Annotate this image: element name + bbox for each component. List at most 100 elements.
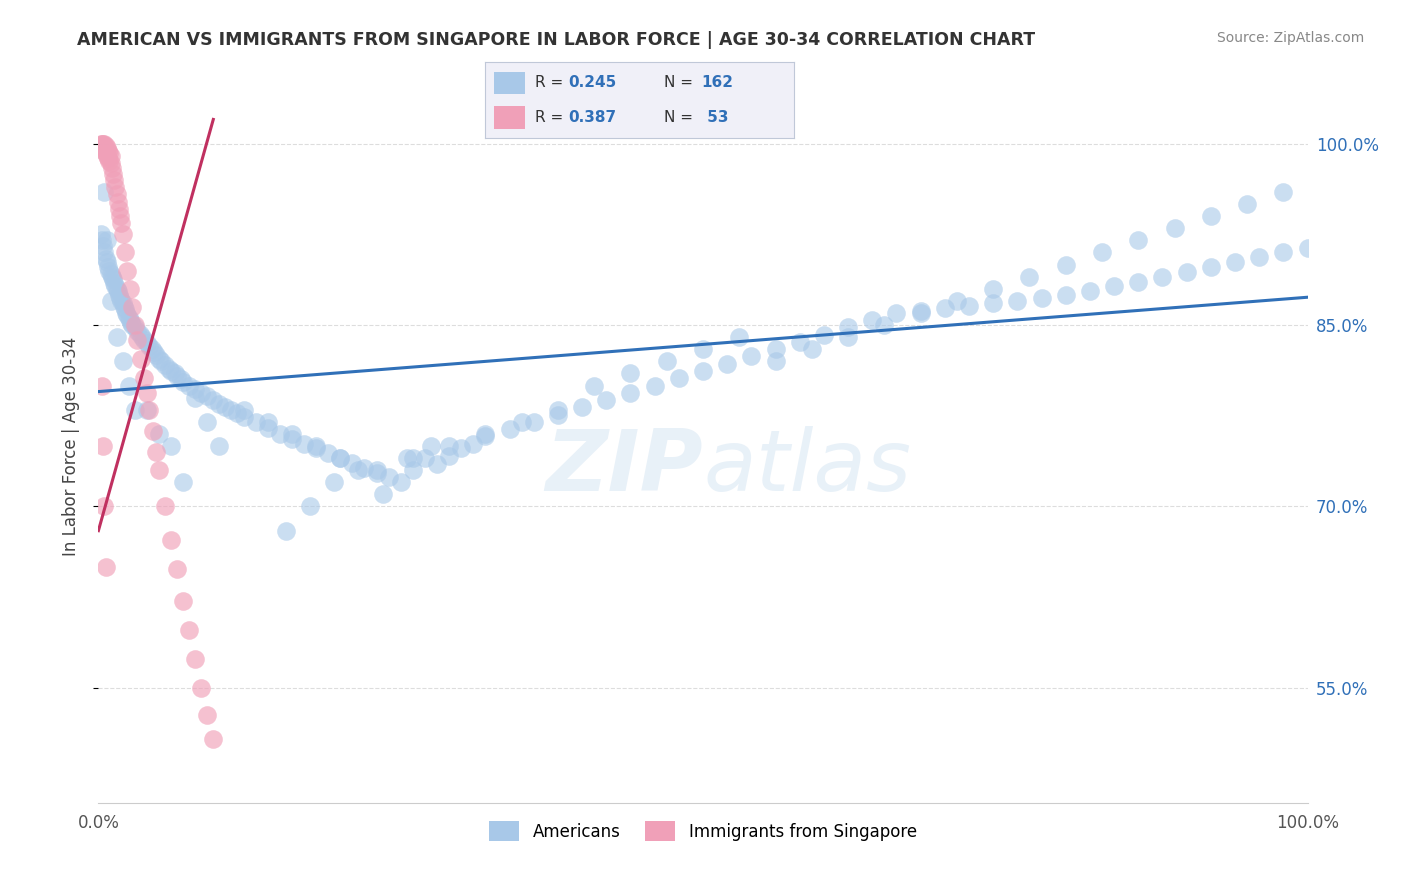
Point	[115, 306, 138, 320]
Point	[93, 500, 115, 514]
Point	[91, 378, 114, 392]
Point	[105, 187, 128, 202]
Point	[143, 344, 166, 359]
Point	[160, 439, 183, 453]
Point	[981, 296, 1004, 310]
Point	[94, 146, 117, 161]
Point	[135, 402, 157, 417]
Point	[98, 263, 121, 277]
Point	[860, 313, 883, 327]
Point	[135, 336, 157, 351]
Point	[100, 269, 122, 284]
Point	[498, 422, 520, 436]
Point	[110, 293, 132, 308]
Point	[166, 562, 188, 576]
Point	[1091, 245, 1114, 260]
Point	[934, 301, 956, 315]
Point	[93, 185, 115, 199]
Point	[179, 623, 201, 637]
Point	[108, 288, 131, 302]
Point	[103, 173, 125, 187]
Point	[474, 429, 496, 443]
Point	[90, 136, 112, 151]
Point	[208, 397, 231, 411]
Point	[195, 707, 218, 722]
Point	[202, 731, 225, 746]
Point	[305, 439, 328, 453]
Point	[104, 180, 127, 194]
Point	[112, 300, 135, 314]
Point	[111, 296, 134, 310]
Point	[131, 330, 153, 344]
Point	[1031, 292, 1053, 306]
Text: R =: R =	[534, 76, 568, 90]
Point	[347, 463, 370, 477]
Point	[190, 385, 212, 400]
Point	[118, 378, 141, 392]
Point	[150, 354, 173, 368]
Point	[583, 378, 606, 392]
Point	[474, 426, 496, 441]
Point	[100, 267, 122, 281]
Point	[127, 333, 149, 347]
Point	[103, 276, 125, 290]
Point	[145, 445, 167, 459]
Point	[142, 425, 165, 439]
Point	[94, 560, 117, 574]
Point	[91, 136, 114, 151]
Point	[389, 475, 412, 490]
Point	[108, 209, 131, 223]
Point	[595, 392, 617, 407]
Point	[547, 402, 569, 417]
Point	[765, 354, 787, 368]
Point	[111, 354, 134, 368]
Point	[93, 136, 115, 151]
Point	[94, 139, 117, 153]
Point	[138, 338, 160, 352]
Point	[101, 272, 124, 286]
Point	[910, 303, 932, 318]
Point	[981, 282, 1004, 296]
Point	[305, 442, 328, 456]
Point	[110, 217, 132, 231]
Point	[114, 302, 136, 317]
Point	[366, 466, 388, 480]
Point	[184, 652, 207, 666]
Point	[91, 136, 114, 151]
Point	[1128, 233, 1150, 247]
Point	[100, 293, 122, 308]
Point	[157, 361, 180, 376]
Point	[765, 343, 787, 357]
Point	[644, 378, 666, 392]
Point	[169, 372, 191, 386]
Point	[299, 500, 322, 514]
Point	[124, 402, 146, 417]
Point	[172, 475, 194, 490]
Point	[437, 449, 460, 463]
Point	[957, 299, 980, 313]
Point	[402, 451, 425, 466]
Point	[510, 415, 533, 429]
Point	[886, 306, 908, 320]
Point	[655, 354, 678, 368]
Point	[184, 391, 207, 405]
Point	[800, 343, 823, 357]
Point	[91, 233, 114, 247]
Point	[101, 167, 124, 181]
Point	[172, 375, 194, 389]
Point	[789, 334, 811, 349]
Point	[97, 151, 120, 165]
Point	[129, 351, 152, 366]
Point	[353, 460, 375, 475]
Point	[571, 401, 593, 415]
Text: AMERICAN VS IMMIGRANTS FROM SINGAPORE IN LABOR FORCE | AGE 30-34 CORRELATION CHA: AMERICAN VS IMMIGRANTS FROM SINGAPORE IN…	[77, 31, 1035, 49]
Point	[1054, 258, 1077, 272]
Point	[329, 451, 352, 466]
Point	[873, 318, 896, 332]
Point	[232, 402, 254, 417]
Point	[1054, 288, 1077, 302]
Point	[1199, 209, 1222, 223]
Point	[1078, 284, 1101, 298]
Point	[100, 161, 122, 175]
Text: ZIP: ZIP	[546, 425, 703, 509]
